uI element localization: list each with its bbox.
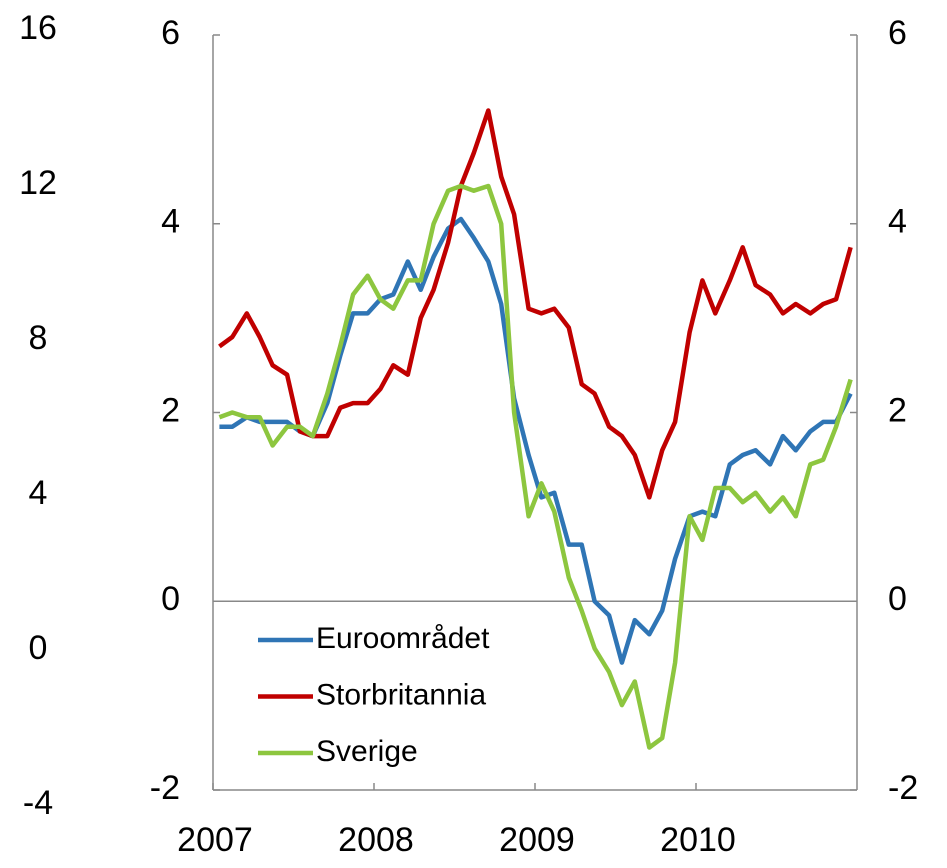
legend-label: Sverige xyxy=(316,735,418,768)
y-tick-label: 6 xyxy=(161,14,180,52)
y2-tick-label: 6 xyxy=(888,14,907,52)
series-line xyxy=(218,108,853,500)
y-tick-label: 4 xyxy=(161,203,180,241)
x-tick-label: 2008 xyxy=(338,821,414,859)
y2-tick-label: 2 xyxy=(888,391,907,429)
y2-tick-label: 4 xyxy=(888,203,907,241)
y2-tick-label: -2 xyxy=(888,769,918,807)
y3-tick-label: 16 xyxy=(19,9,57,47)
y3-tick-label: 12 xyxy=(19,164,57,202)
y-tick-label: 2 xyxy=(161,391,180,429)
y3-tick-label: 4 xyxy=(29,474,48,512)
series-line xyxy=(219,216,853,665)
x-tick-label: 2009 xyxy=(499,821,575,859)
y3-tick-label: 8 xyxy=(29,319,48,357)
series-line xyxy=(218,183,853,750)
y-tick-label: -2 xyxy=(150,769,180,807)
y-tick-label: 0 xyxy=(161,580,180,618)
y2-tick-label: 0 xyxy=(888,580,907,618)
legend-label: Euroområdet xyxy=(316,622,490,655)
x-tick-label: 2010 xyxy=(660,821,736,859)
legend-label: Storbritannia xyxy=(316,678,486,711)
y3-tick-label: 0 xyxy=(29,629,48,667)
x-tick-label: 2007 xyxy=(177,821,253,859)
y3-tick-label: -4 xyxy=(23,784,53,822)
